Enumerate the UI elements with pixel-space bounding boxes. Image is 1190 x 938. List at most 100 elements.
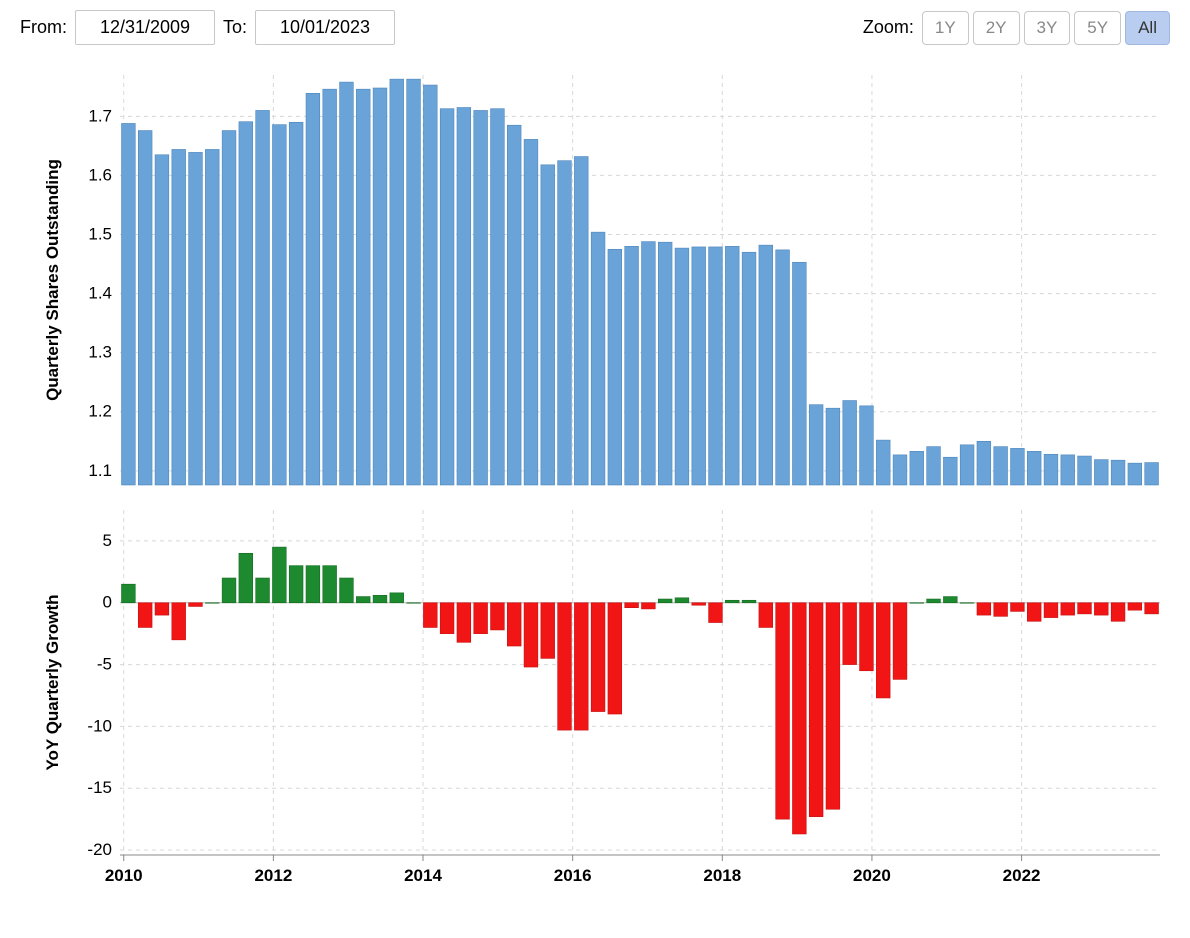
shares-bar (474, 110, 488, 485)
shares-bar (759, 245, 773, 485)
date-range-controls: From: To: (20, 10, 395, 45)
svg-text:-20: -20 (87, 840, 112, 859)
svg-text:1.5: 1.5 (88, 225, 112, 244)
shares-bar (1094, 460, 1108, 485)
growth-bar (843, 603, 857, 665)
shares-bar (709, 247, 723, 485)
growth-bar (172, 603, 186, 640)
growth-bar (759, 603, 773, 628)
svg-text:1.1: 1.1 (88, 461, 112, 480)
shares-bar (138, 131, 152, 485)
growth-bar (558, 603, 572, 730)
growth-bar (910, 603, 924, 604)
shares-bar (155, 155, 169, 485)
zoom-button-2y[interactable]: 2Y (973, 11, 1020, 45)
shares-bar (725, 246, 739, 485)
shares-bar (1078, 456, 1092, 485)
growth-bar (306, 566, 320, 603)
svg-text:0: 0 (103, 593, 112, 612)
growth-bar (340, 578, 354, 603)
to-date-input[interactable] (255, 10, 395, 45)
growth-bar (457, 603, 471, 643)
shares-bar (440, 109, 454, 485)
growth-bar (1111, 603, 1125, 622)
growth-bar (692, 603, 706, 605)
growth-bar (524, 603, 538, 667)
shares-bar (1027, 451, 1041, 485)
shares-bar (860, 406, 874, 485)
svg-text:1.6: 1.6 (88, 165, 112, 184)
shares-bar (407, 79, 421, 485)
growth-bar (943, 597, 957, 603)
growth-bar (642, 603, 656, 609)
shares-bar (356, 89, 370, 485)
zoom-button-all[interactable]: All (1125, 11, 1170, 45)
svg-text:1.7: 1.7 (88, 106, 112, 125)
svg-text:-10: -10 (87, 716, 112, 735)
growth-bar (709, 603, 723, 623)
shares-bar (792, 262, 806, 485)
shares-bar (457, 107, 471, 485)
shares-bar (558, 161, 572, 485)
growth-bar (407, 603, 421, 604)
growth-bar (541, 603, 555, 659)
growth-bar (893, 603, 907, 680)
from-label: From: (20, 17, 67, 38)
growth-bar (1027, 603, 1041, 622)
zoom-button-1y[interactable]: 1Y (922, 11, 969, 45)
to-label: To: (223, 17, 247, 38)
svg-text:1.3: 1.3 (88, 343, 112, 362)
shares-bar (994, 447, 1008, 485)
growth-bar (491, 603, 505, 630)
shares-bar (189, 152, 203, 485)
growth-bar (256, 578, 270, 603)
shares-bar (373, 88, 387, 485)
growth-bar (1145, 603, 1159, 614)
growth-bar (1011, 603, 1025, 612)
growth-bar (239, 553, 253, 602)
svg-text:1.2: 1.2 (88, 402, 112, 421)
shares-bar (205, 149, 219, 485)
shares-bar (172, 149, 186, 485)
shares-bar (809, 405, 823, 485)
shares-bar (1044, 454, 1058, 485)
shares-bar (541, 165, 555, 485)
growth-bar (574, 603, 588, 730)
shares-bar (524, 139, 538, 485)
shares-bar (256, 110, 270, 485)
zoom-button-3y[interactable]: 3Y (1024, 11, 1071, 45)
growth-bar (977, 603, 991, 615)
svg-text:YoY Quarterly Growth: YoY Quarterly Growth (43, 594, 62, 770)
svg-text:2016: 2016 (554, 866, 592, 885)
shares-bar (491, 109, 505, 485)
shares-bar (826, 408, 840, 485)
growth-bar (608, 603, 622, 714)
chart-svg: 1.11.21.31.41.51.61.7Quarterly Shares Ou… (20, 65, 1170, 915)
shares-bar (122, 123, 136, 485)
svg-text:2012: 2012 (254, 866, 292, 885)
shares-bar (910, 451, 924, 485)
chart-panel: 1.11.21.31.41.51.61.7Quarterly Shares Ou… (20, 65, 1170, 915)
growth-bar (792, 603, 806, 834)
shares-bar (423, 85, 437, 485)
svg-text:2010: 2010 (105, 866, 143, 885)
svg-text:2022: 2022 (1003, 866, 1041, 885)
shares-bar (574, 157, 588, 485)
shares-bar (306, 93, 320, 485)
zoom-label: Zoom: (863, 17, 914, 38)
shares-bar (272, 125, 286, 485)
growth-bar (876, 603, 890, 698)
shares-bar (591, 232, 605, 485)
shares-bar (289, 122, 303, 485)
shares-bar (642, 242, 656, 485)
shares-bar (1061, 455, 1075, 485)
shares-bar (625, 246, 639, 485)
growth-bar (356, 597, 370, 603)
from-date-input[interactable] (75, 10, 215, 45)
shares-bar (608, 249, 622, 485)
growth-bar (809, 603, 823, 817)
shares-bar (390, 79, 404, 485)
zoom-button-5y[interactable]: 5Y (1074, 11, 1121, 45)
growth-bar (289, 566, 303, 603)
growth-bar (591, 603, 605, 712)
